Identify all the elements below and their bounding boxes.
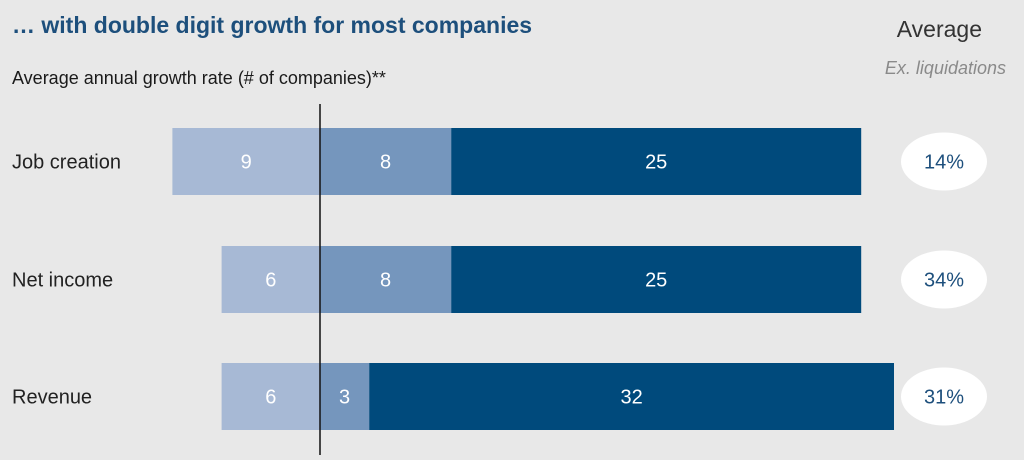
bar-value-label: 6 [265,270,276,292]
average-value: 14% [924,152,964,174]
bar-segment [172,128,320,195]
category-label: Net income [12,270,113,292]
chart-subtitle: Average annual growth rate (# of compani… [12,68,386,88]
chart-title: … with double digit growth for most comp… [12,12,533,38]
average-header: Average [896,16,982,42]
average-value: 34% [924,270,964,292]
bar-segment [451,128,862,195]
bar-segment [320,363,370,430]
bar-segment [320,128,452,195]
bar-segment [221,246,320,313]
bar-value-label: 9 [241,152,252,174]
bar-value-label: 32 [620,387,642,409]
average-value: 31% [924,387,964,409]
average-badge [901,250,987,309]
category-label: Revenue [12,387,92,409]
average-badge [901,367,987,426]
bar-value-label: 25 [645,270,667,292]
bar-segment [221,363,320,430]
bar-value-label: 25 [645,152,667,174]
average-subheader: Ex. liquidations [884,58,1006,78]
bar-value-label: 3 [339,387,350,409]
bar-value-label: 8 [380,270,391,292]
average-badge [901,132,987,191]
category-label: Job creation [12,152,121,174]
bar-segment [369,363,894,430]
bar-value-label: 8 [380,152,391,174]
bar-value-label: 6 [265,387,276,409]
bar-segment [320,246,452,313]
bar-segment [451,246,862,313]
